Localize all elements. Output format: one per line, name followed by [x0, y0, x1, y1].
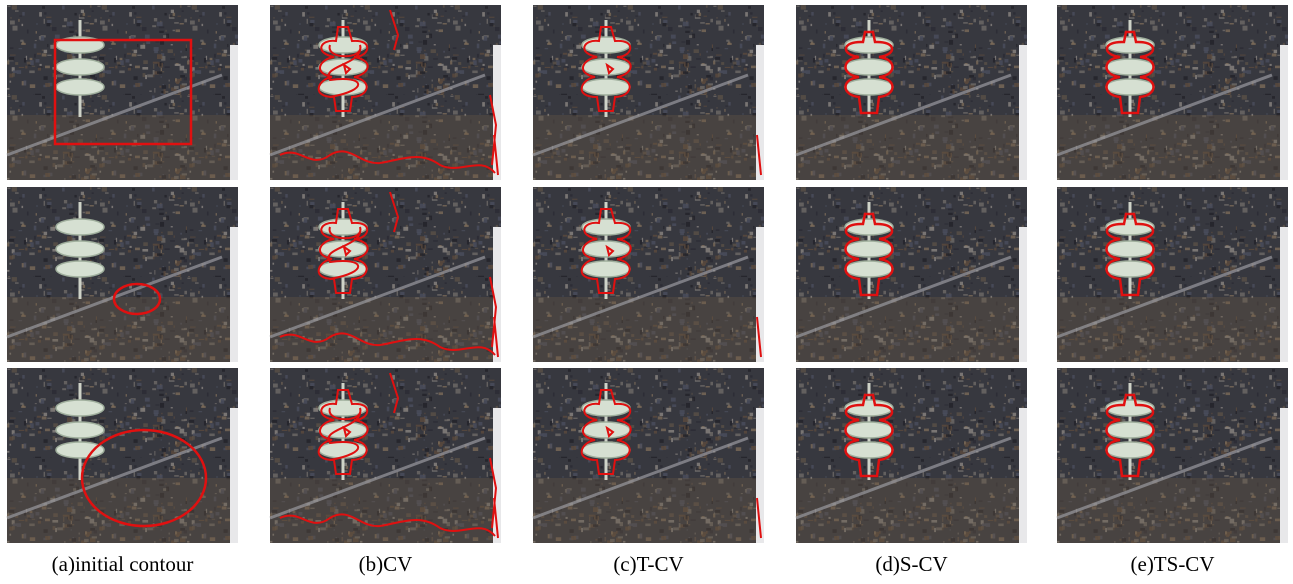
insulator-disk [582, 219, 630, 235]
insulator-disk [1106, 59, 1154, 75]
ground-shade [7, 478, 238, 543]
insulator-disk [1106, 37, 1154, 53]
ground-shade [270, 297, 501, 362]
ground-shade [796, 478, 1027, 543]
insulator-disk [1106, 79, 1154, 95]
insulator-disk [845, 219, 893, 235]
image-panel [796, 368, 1027, 543]
insulator-disk [845, 261, 893, 277]
image-panel [533, 368, 764, 543]
caption: (e)TS-CV [1131, 552, 1215, 576]
ground-shade [1057, 297, 1288, 362]
insulator-disk [1106, 422, 1154, 438]
insulator-disk [845, 442, 893, 458]
insulator-disk [56, 79, 104, 95]
insulator-disk [1106, 400, 1154, 416]
insulator-disk [845, 400, 893, 416]
insulator-disk [582, 59, 630, 75]
ground-shade [1057, 478, 1288, 543]
insulator-disk [582, 79, 630, 95]
pole [230, 227, 238, 362]
ground-shade [7, 115, 238, 180]
image-panel [7, 368, 238, 543]
image-panel [7, 187, 238, 362]
insulator-disk [582, 422, 630, 438]
pole [230, 45, 238, 180]
image-panel [7, 5, 238, 180]
caption: (b)CV [359, 552, 413, 576]
insulator-disk [1106, 241, 1154, 257]
ground-shade [7, 297, 238, 362]
figure: (a)initial contour (b)CV (c)T-CV (d)S-CV (e)… [0, 0, 1293, 584]
insulator-disk [56, 400, 104, 416]
ground-shade [533, 115, 764, 180]
insulator-disk [1106, 219, 1154, 235]
insulator-disk [319, 422, 367, 438]
insulator-disk [319, 261, 367, 277]
image-panel [796, 187, 1027, 362]
image-panel [270, 5, 501, 180]
image-panel [1057, 368, 1288, 543]
insulator-disk [319, 59, 367, 75]
insulator-disk [582, 241, 630, 257]
insulator-disk [56, 422, 104, 438]
insulator-disk [56, 241, 104, 257]
image-panel [270, 187, 501, 362]
pole [1280, 45, 1288, 180]
ground-shade [270, 115, 501, 180]
caption: (c)T-CV [613, 552, 683, 576]
insulator-disk [319, 241, 367, 257]
image-panel [1057, 5, 1288, 180]
image-panel [270, 368, 501, 543]
insulator-disk [845, 59, 893, 75]
pole [230, 408, 238, 543]
insulator-disk [1106, 261, 1154, 277]
pole [1280, 408, 1288, 543]
insulator-disk [1106, 442, 1154, 458]
insulator-disk [319, 442, 367, 458]
insulator-disk [56, 261, 104, 277]
page: (a)initial contour (b)CV (c)T-CV (d)S-CV (e)… [0, 0, 1293, 584]
insulator-disk [845, 79, 893, 95]
ground-shade [533, 297, 764, 362]
image-panel [1057, 187, 1288, 362]
image-panel [533, 187, 764, 362]
ground-shade [1057, 115, 1288, 180]
pole [1280, 227, 1288, 362]
insulator-disk [582, 261, 630, 277]
insulator-disk [56, 59, 104, 75]
ground-shade [270, 478, 501, 543]
insulator-disk [845, 37, 893, 53]
caption: (d)S-CV [875, 552, 947, 576]
ground-shade [796, 297, 1027, 362]
insulator-disk [319, 79, 367, 95]
pole [1019, 408, 1027, 543]
pole [1019, 45, 1027, 180]
insulator-disk [56, 219, 104, 235]
caption: (a)initial contour [52, 552, 194, 576]
image-panel [796, 5, 1027, 180]
image-panel [533, 5, 764, 180]
insulator-disk [845, 241, 893, 257]
ground-shade [796, 115, 1027, 180]
insulator-disk [582, 400, 630, 416]
ground-shade [533, 478, 764, 543]
insulator-disk [582, 442, 630, 458]
pole [1019, 227, 1027, 362]
insulator-disk [582, 37, 630, 53]
insulator-disk [56, 442, 104, 458]
insulator-disk [845, 422, 893, 438]
